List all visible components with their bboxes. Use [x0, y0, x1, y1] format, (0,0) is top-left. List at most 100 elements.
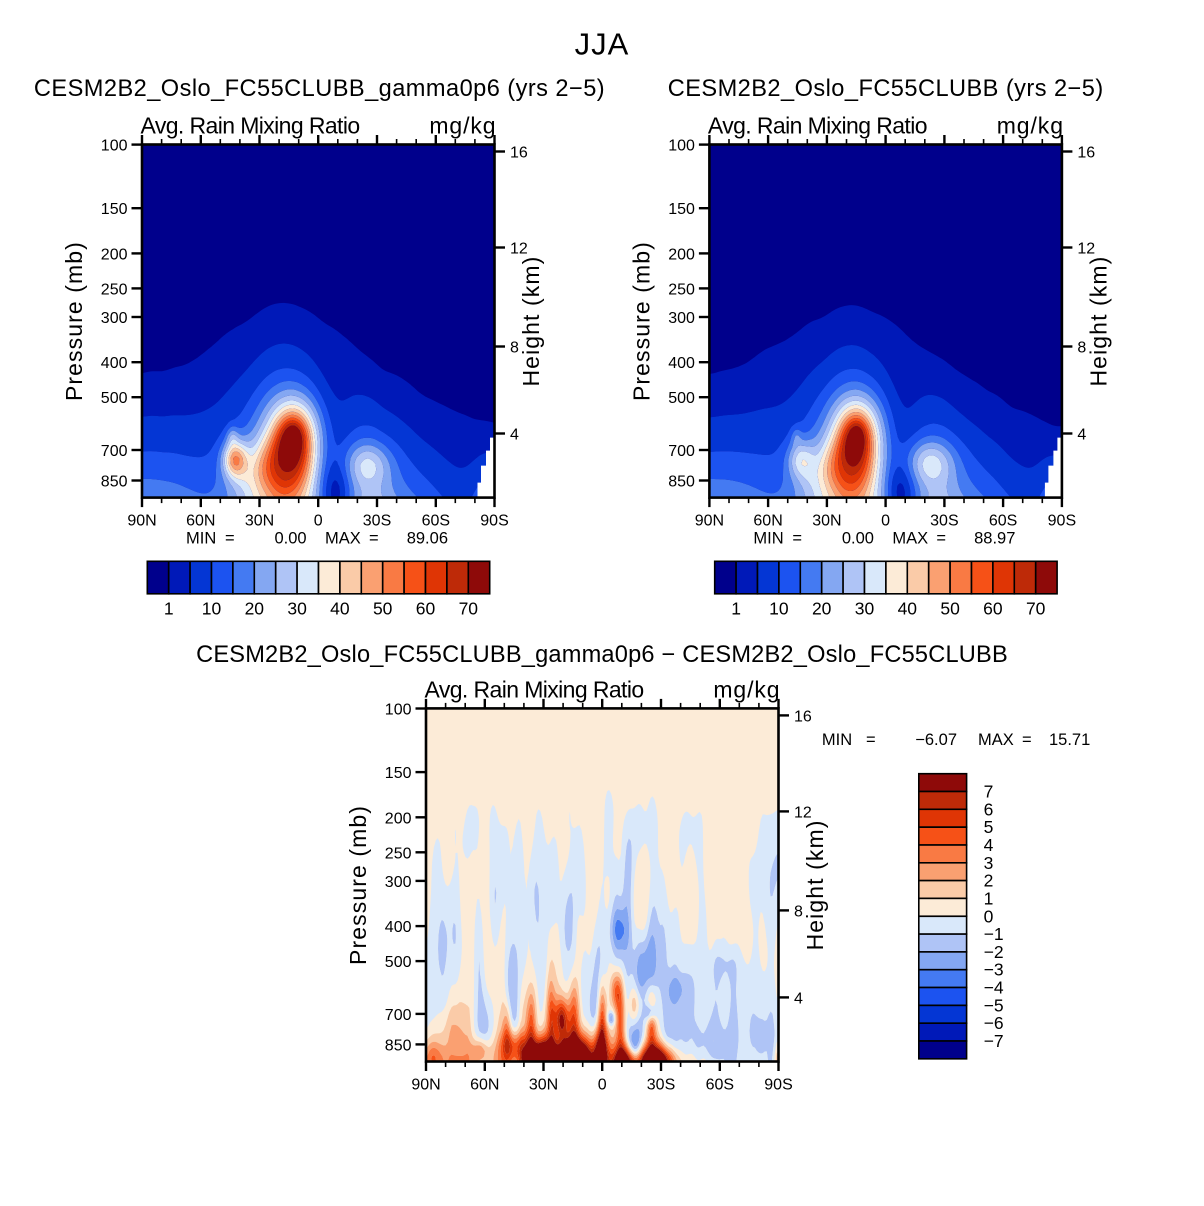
svg-text:Avg. Rain Mixing Ratio: Avg. Rain Mixing Ratio: [141, 113, 360, 139]
svg-text:20: 20: [245, 599, 265, 619]
svg-text:30S: 30S: [363, 513, 391, 530]
svg-text:70: 70: [1026, 599, 1046, 619]
svg-text:MAX: MAX: [325, 530, 361, 548]
svg-text:=: =: [792, 530, 802, 548]
svg-text:0: 0: [314, 513, 323, 530]
svg-text:MIN: MIN: [186, 530, 216, 548]
svg-text:12: 12: [510, 241, 528, 258]
svg-text:MIN: MIN: [753, 530, 783, 548]
svg-text:16: 16: [794, 708, 812, 725]
svg-text:90S: 90S: [764, 1077, 792, 1094]
svg-text:500: 500: [385, 954, 412, 971]
svg-text:mg/kg: mg/kg: [997, 113, 1064, 139]
svg-text:20: 20: [812, 599, 832, 619]
svg-text:30N: 30N: [529, 1077, 558, 1094]
svg-text:700: 700: [668, 443, 695, 460]
svg-text:4: 4: [984, 835, 994, 855]
svg-text:JJA: JJA: [575, 27, 630, 62]
svg-text:400: 400: [385, 919, 412, 936]
svg-text:50: 50: [940, 599, 960, 619]
svg-text:2: 2: [984, 871, 994, 891]
svg-text:250: 250: [668, 281, 695, 298]
svg-text:90N: 90N: [411, 1077, 440, 1094]
svg-text:300: 300: [668, 310, 695, 327]
svg-text:mg/kg: mg/kg: [429, 113, 496, 139]
svg-text:89.06: 89.06: [407, 530, 448, 548]
svg-text:CESM2B2_Oslo_FC55CLUBB_gamma0p: CESM2B2_Oslo_FC55CLUBB_gamma0p6 (yrs 2−5…: [34, 76, 605, 102]
svg-text:40: 40: [330, 599, 350, 619]
svg-text:100: 100: [668, 138, 695, 155]
svg-text:10: 10: [202, 599, 222, 619]
svg-text:100: 100: [385, 702, 412, 719]
svg-text:4: 4: [510, 427, 519, 444]
svg-text:0: 0: [598, 1077, 607, 1094]
svg-text:150: 150: [385, 765, 412, 782]
svg-text:850: 850: [668, 474, 695, 491]
svg-text:3: 3: [984, 853, 994, 873]
svg-text:0.00: 0.00: [274, 530, 306, 548]
svg-text:10: 10: [769, 599, 789, 619]
svg-text:−2: −2: [984, 942, 1004, 962]
svg-text:−7: −7: [984, 1031, 1004, 1051]
svg-text:850: 850: [385, 1037, 412, 1054]
svg-text:850: 850: [101, 474, 128, 491]
svg-text:=: =: [1022, 731, 1032, 749]
svg-text:70: 70: [459, 599, 479, 619]
svg-text:1: 1: [984, 888, 994, 908]
svg-text:−5: −5: [984, 995, 1004, 1015]
svg-text:−6: −6: [984, 1013, 1004, 1033]
svg-text:CESM2B2_Oslo_FC55CLUBB (yrs 2−: CESM2B2_Oslo_FC55CLUBB (yrs 2−5): [668, 76, 1104, 102]
svg-text:400: 400: [668, 355, 695, 372]
svg-text:250: 250: [385, 845, 412, 862]
svg-text:200: 200: [101, 246, 128, 263]
svg-text:Pressure (mb): Pressure (mb): [628, 241, 654, 401]
svg-text:90S: 90S: [480, 513, 508, 530]
svg-text:0.00: 0.00: [842, 530, 874, 548]
svg-text:88.97: 88.97: [974, 530, 1015, 548]
svg-text:MAX: MAX: [892, 530, 928, 548]
svg-text:60S: 60S: [989, 513, 1017, 530]
svg-text:1: 1: [731, 599, 741, 619]
svg-text:=: =: [866, 731, 876, 749]
svg-text:40: 40: [898, 599, 918, 619]
svg-text:CESM2B2_Oslo_FC55CLUBB_gamma0p: CESM2B2_Oslo_FC55CLUBB_gamma0p6 − CESM2B…: [196, 642, 1008, 668]
svg-text:Height (km): Height (km): [518, 256, 544, 387]
svg-text:500: 500: [668, 390, 695, 407]
svg-text:12: 12: [1077, 241, 1095, 258]
svg-text:Height (km): Height (km): [802, 819, 828, 950]
svg-text:30S: 30S: [930, 513, 958, 530]
svg-text:4: 4: [794, 990, 803, 1007]
svg-text:60S: 60S: [422, 513, 450, 530]
svg-text:Pressure (mb): Pressure (mb): [345, 805, 371, 965]
svg-text:MAX: MAX: [978, 731, 1014, 749]
svg-text:16: 16: [510, 145, 528, 162]
svg-text:16: 16: [1077, 145, 1095, 162]
svg-text:90S: 90S: [1048, 513, 1076, 530]
svg-text:60: 60: [416, 599, 436, 619]
svg-text:60: 60: [983, 599, 1003, 619]
svg-text:200: 200: [385, 810, 412, 827]
svg-text:60N: 60N: [186, 513, 215, 530]
svg-text:Height (km): Height (km): [1085, 256, 1111, 387]
svg-text:0: 0: [881, 513, 890, 530]
svg-text:150: 150: [101, 201, 128, 218]
svg-text:200: 200: [668, 246, 695, 263]
svg-text:mg/kg: mg/kg: [713, 676, 780, 702]
svg-text:5: 5: [984, 817, 994, 837]
svg-text:=: =: [225, 530, 235, 548]
svg-text:60N: 60N: [753, 513, 782, 530]
svg-text:6: 6: [984, 799, 994, 819]
svg-text:400: 400: [101, 355, 128, 372]
svg-text:30N: 30N: [245, 513, 274, 530]
svg-text:700: 700: [101, 443, 128, 460]
svg-text:15.71: 15.71: [1049, 731, 1090, 749]
svg-text:−6.07: −6.07: [915, 731, 957, 749]
svg-text:300: 300: [385, 874, 412, 891]
svg-text:90N: 90N: [127, 513, 156, 530]
svg-text:4: 4: [1077, 427, 1086, 444]
svg-text:50: 50: [373, 599, 393, 619]
svg-text:30N: 30N: [812, 513, 841, 530]
svg-text:Avg. Rain Mixing Ratio: Avg. Rain Mixing Ratio: [708, 113, 927, 139]
svg-text:−1: −1: [984, 924, 1004, 944]
svg-text:1: 1: [164, 599, 174, 619]
